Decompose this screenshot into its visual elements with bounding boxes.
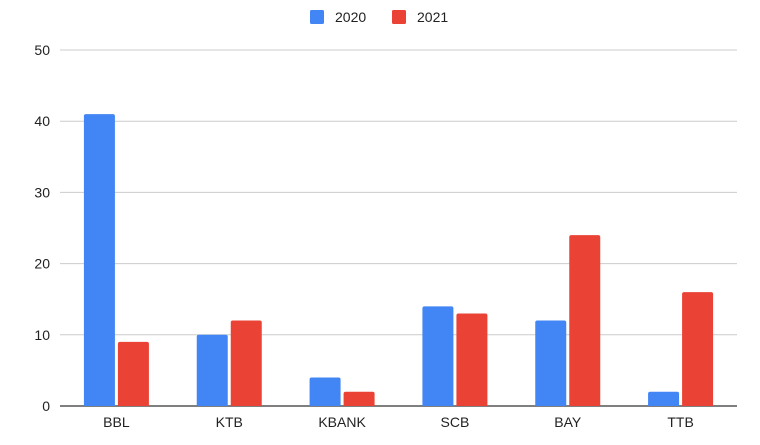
x-category-label: KTB [216, 414, 243, 430]
legend-label-2020: 2020 [335, 9, 366, 25]
bar-ttb-2021 [682, 292, 714, 406]
x-axis-labels: BBL KTB KBANK SCB BAY TTB [103, 414, 694, 430]
bar-kbank-2021 [343, 391, 375, 406]
gridlines [60, 49, 737, 407]
y-tick-label: 30 [34, 184, 50, 200]
legend-label-2021: 2021 [417, 9, 448, 25]
legend: 2020 2021 [310, 9, 448, 25]
y-tick-label: 50 [34, 42, 50, 58]
y-tick-label: 10 [34, 327, 50, 343]
y-tick-label: 0 [42, 398, 50, 414]
bars [83, 114, 714, 406]
bar-ktb-2020 [196, 334, 228, 406]
x-category-label: TTB [667, 414, 693, 430]
bar-bay-2020 [535, 320, 567, 406]
bar-scb-2021 [456, 313, 488, 406]
x-category-label: BBL [103, 414, 130, 430]
bar-scb-2020 [422, 306, 454, 406]
bar-bbl-2021 [117, 341, 149, 406]
bar-bay-2021 [569, 235, 601, 406]
y-axis-ticks: 0 10 20 30 40 50 [34, 42, 50, 414]
bar-kbank-2020 [309, 377, 341, 406]
x-category-label: KBANK [318, 414, 366, 430]
bar-ktb-2021 [230, 320, 262, 406]
legend-swatch-2021 [392, 10, 406, 24]
bar-ttb-2020 [648, 391, 680, 406]
x-category-label: SCB [441, 414, 470, 430]
y-tick-label: 40 [34, 113, 50, 129]
x-category-label: BAY [554, 414, 582, 430]
legend-swatch-2020 [310, 10, 324, 24]
y-tick-label: 20 [34, 256, 50, 272]
bar-bbl-2020 [83, 114, 115, 406]
